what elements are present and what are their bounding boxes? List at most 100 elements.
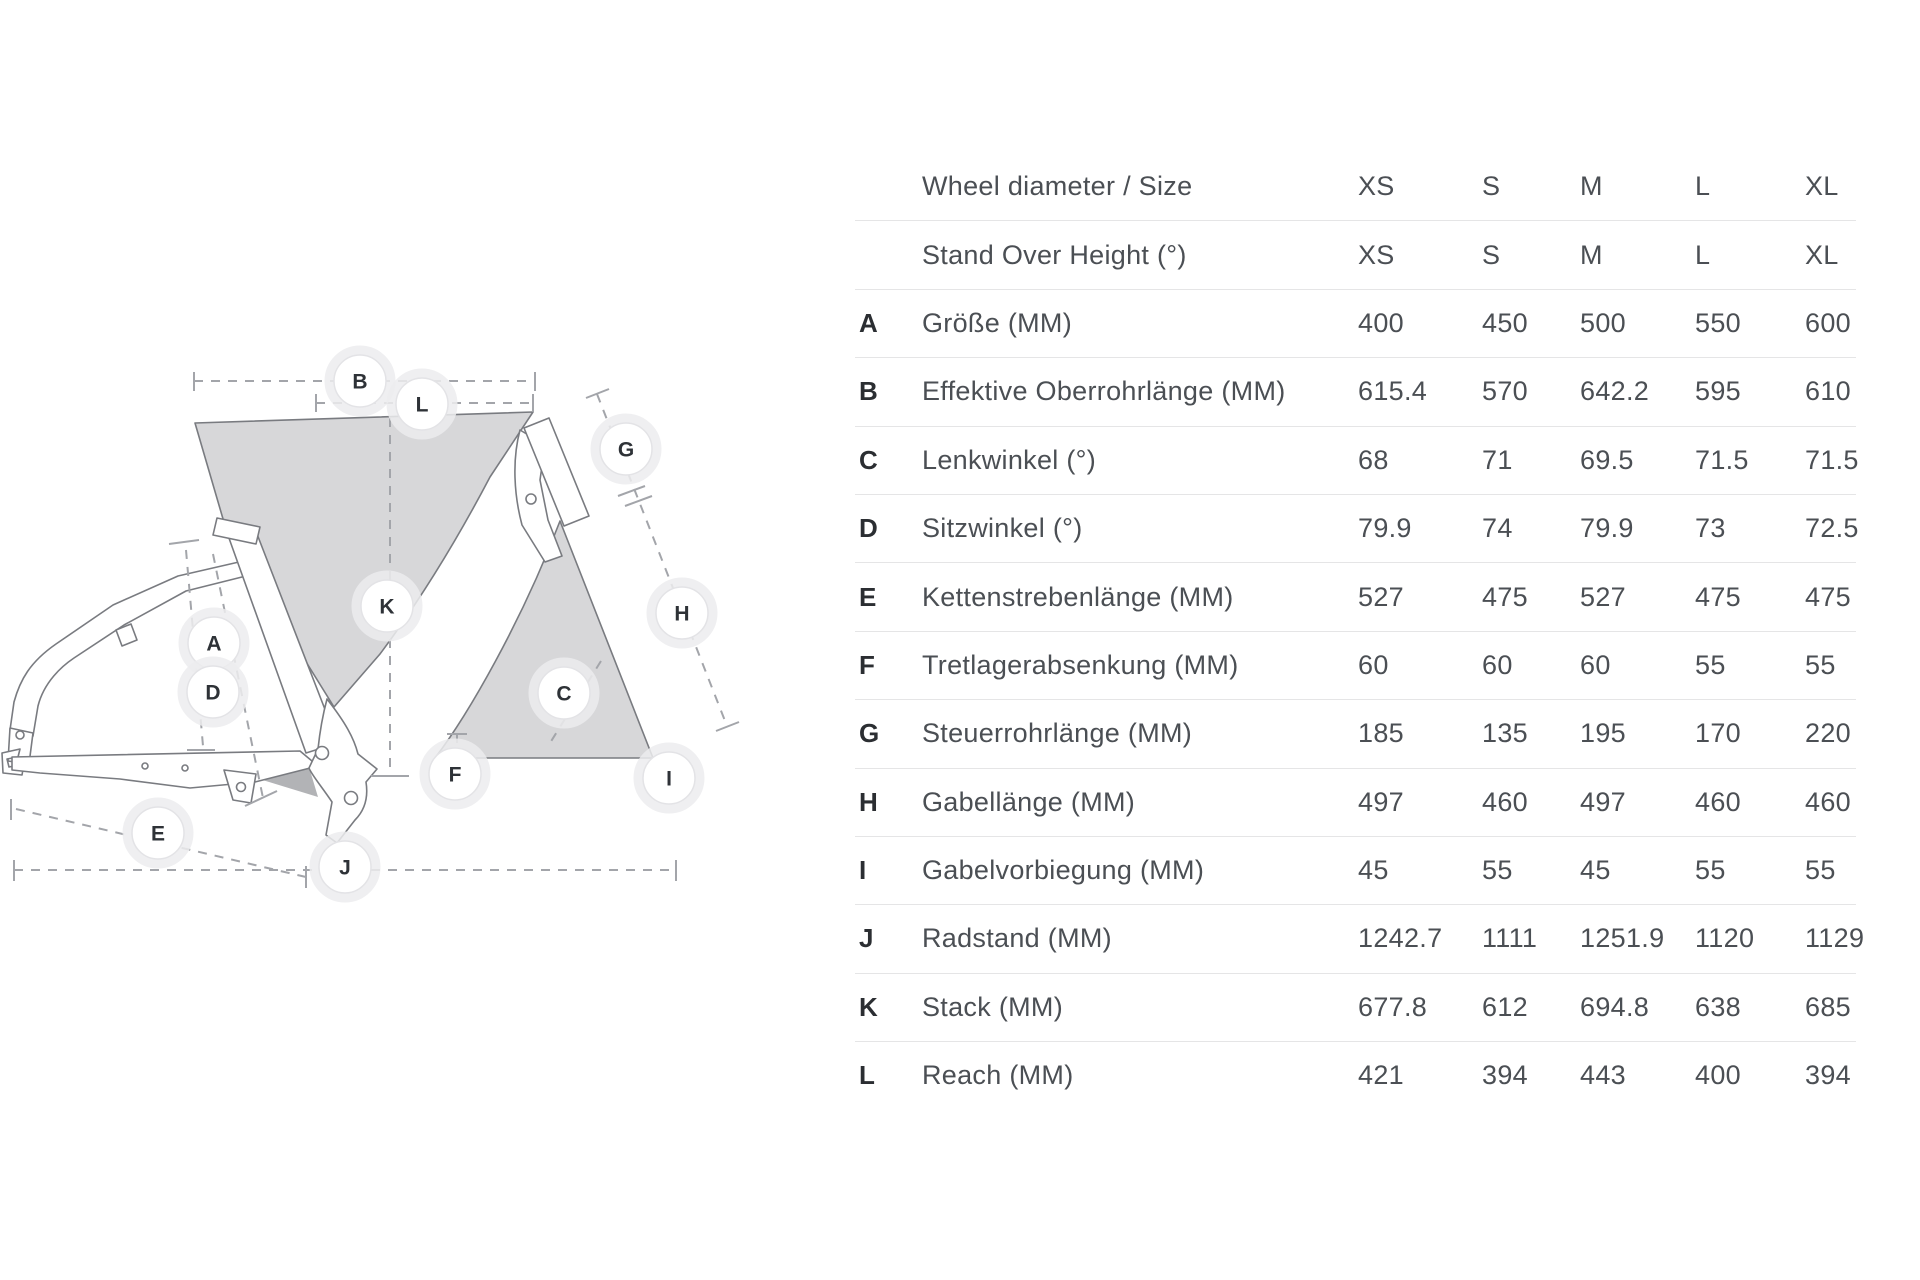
badge-circle	[186, 665, 240, 719]
table-row-e: E Kettenstrebenlänge (MM) 527 475 527 475 475	[855, 562, 1856, 630]
row-value-l: L	[1695, 239, 1711, 270]
row-value-xl: 55	[1805, 855, 1836, 886]
row-value-s: 74	[1482, 513, 1513, 544]
row-label: Gabellänge (MM)	[922, 786, 1136, 817]
row-letter: G	[859, 718, 880, 749]
table-row-l: L Reach (MM) 421 394 443 400 394	[855, 1041, 1856, 1109]
badge-circle	[428, 747, 482, 801]
row-value-l: 475	[1695, 581, 1741, 612]
row-value-xs: 497	[1358, 786, 1404, 817]
row-value-xl: 685	[1805, 991, 1851, 1022]
row-value-xl: 220	[1805, 718, 1851, 749]
row-value-s: 475	[1482, 581, 1528, 612]
row-label: Tretlagerabsenkung (MM)	[922, 649, 1239, 680]
measure-badge-b: B	[324, 345, 396, 417]
row-value-s: 60	[1482, 649, 1513, 680]
measure-badge-j: J	[309, 831, 381, 903]
row-value-xs: 400	[1358, 307, 1404, 338]
row-label: Stand Over Height (°)	[922, 239, 1187, 270]
badge-letter: H	[674, 603, 689, 626]
row-value-s: 460	[1482, 786, 1528, 817]
row-letter: A	[859, 307, 879, 338]
row-value-xs: 68	[1358, 444, 1389, 475]
row-value-s: 450	[1482, 307, 1528, 338]
badge-letter: K	[379, 596, 394, 619]
row-value-m: 79.9	[1580, 513, 1634, 544]
row-value-l: 550	[1695, 307, 1741, 338]
badge-letter: J	[339, 857, 351, 880]
row-value-l: L	[1695, 170, 1711, 201]
row-label: Effektive Oberrohrlänge (MM)	[922, 376, 1286, 407]
row-value-s: 135	[1482, 718, 1528, 749]
badge-circle	[318, 840, 372, 894]
row-value-l: 71.5	[1695, 444, 1749, 475]
row-value-l: 638	[1695, 991, 1741, 1022]
row-value-l: 73	[1695, 513, 1726, 544]
seat-clamp	[212, 517, 261, 545]
row-value-l: 460	[1695, 786, 1741, 817]
row-label: Gabelvorbiegung (MM)	[922, 855, 1205, 886]
row-label: Größe (MM)	[922, 307, 1072, 338]
row-value-xl: 475	[1805, 581, 1851, 612]
measure-badge-f: F	[419, 738, 491, 810]
badge-circle	[599, 422, 653, 476]
measure-badge-c: C	[528, 657, 600, 729]
row-value-m: 443	[1580, 1060, 1626, 1091]
row-value-m: M	[1580, 170, 1603, 201]
bottom-bracket-foot	[308, 698, 378, 844]
row-value-m: 45	[1580, 855, 1611, 886]
row-value-s: 612	[1482, 991, 1528, 1022]
row-value-m: 642.2	[1580, 376, 1650, 407]
row-value-xs: 60	[1358, 649, 1389, 680]
table-row-standover: Stand Over Height (°) XS S M L XL	[855, 220, 1856, 288]
table-row-b: B Effektive Oberrohrlänge (MM) 615.4 570 642…	[855, 357, 1856, 425]
row-value-l: 55	[1695, 649, 1726, 680]
table-row-c: C Lenkwinkel (°) 68 71 69.5 71.5 71.5	[855, 425, 1858, 494]
measure-badge-l: L	[386, 368, 458, 440]
head-tube	[523, 417, 590, 527]
row-value-xs: 45	[1358, 855, 1389, 886]
front-triangle-panel-left	[194, 411, 534, 708]
table-header-row: Wheel diameter / Size XS S M L XL	[855, 152, 1856, 220]
measure-badge-e: E	[122, 797, 194, 869]
row-value-xl: 610	[1805, 376, 1851, 407]
row-value-m: 60	[1580, 649, 1611, 680]
row-value-xl: 394	[1805, 1060, 1851, 1091]
row-value-s: 570	[1482, 376, 1528, 407]
row-letter: K	[859, 991, 879, 1022]
table-row-g: G Steuerrohrlänge (MM) 185 135 195 170 220	[855, 699, 1856, 767]
badge-circle	[655, 586, 709, 640]
row-value-m: 497	[1580, 786, 1626, 817]
table-row-i: I Gabelvorbiegung (MM) 45 55 45 55 55	[855, 835, 1856, 904]
rack-peg	[115, 623, 138, 647]
frame-geometry-diagram: B L G K A D C H F I E J	[0, 330, 760, 910]
table-row-k: K Stack (MM) 677.8 612 694.8 638 685	[855, 972, 1856, 1041]
tick-axis-bottom	[715, 721, 740, 732]
row-value-m: 527	[1580, 581, 1626, 612]
row-letter: C	[859, 444, 879, 475]
badge-letter: G	[618, 439, 634, 462]
row-value-xs: 615.4	[1358, 376, 1428, 407]
row-label: Sitzwinkel (°)	[922, 513, 1083, 544]
tick-a-top	[168, 539, 200, 545]
measure-badge-k: K	[351, 570, 423, 642]
row-value-m: 195	[1580, 718, 1626, 749]
row-label: Steuerrohrlänge (MM)	[922, 718, 1193, 749]
row-value-s: 1111	[1482, 923, 1538, 954]
row-label: Reach (MM)	[922, 1060, 1074, 1091]
row-letter: H	[859, 786, 879, 817]
measure-badge-a: A	[178, 607, 250, 679]
badge-circle	[642, 751, 696, 805]
row-letter: B	[859, 376, 879, 407]
badge-circle	[360, 579, 414, 633]
row-label: Stack (MM)	[922, 991, 1063, 1022]
row-value-m: 694.8	[1580, 991, 1650, 1022]
row-value-s: 394	[1482, 1060, 1528, 1091]
measure-badge-h: H	[646, 577, 718, 649]
badge-circle	[131, 806, 185, 860]
row-letter: F	[859, 649, 876, 680]
row-value-xs: 1242.7	[1358, 923, 1443, 954]
measure-badge-d: D	[177, 656, 249, 728]
fork-crown	[514, 429, 563, 563]
